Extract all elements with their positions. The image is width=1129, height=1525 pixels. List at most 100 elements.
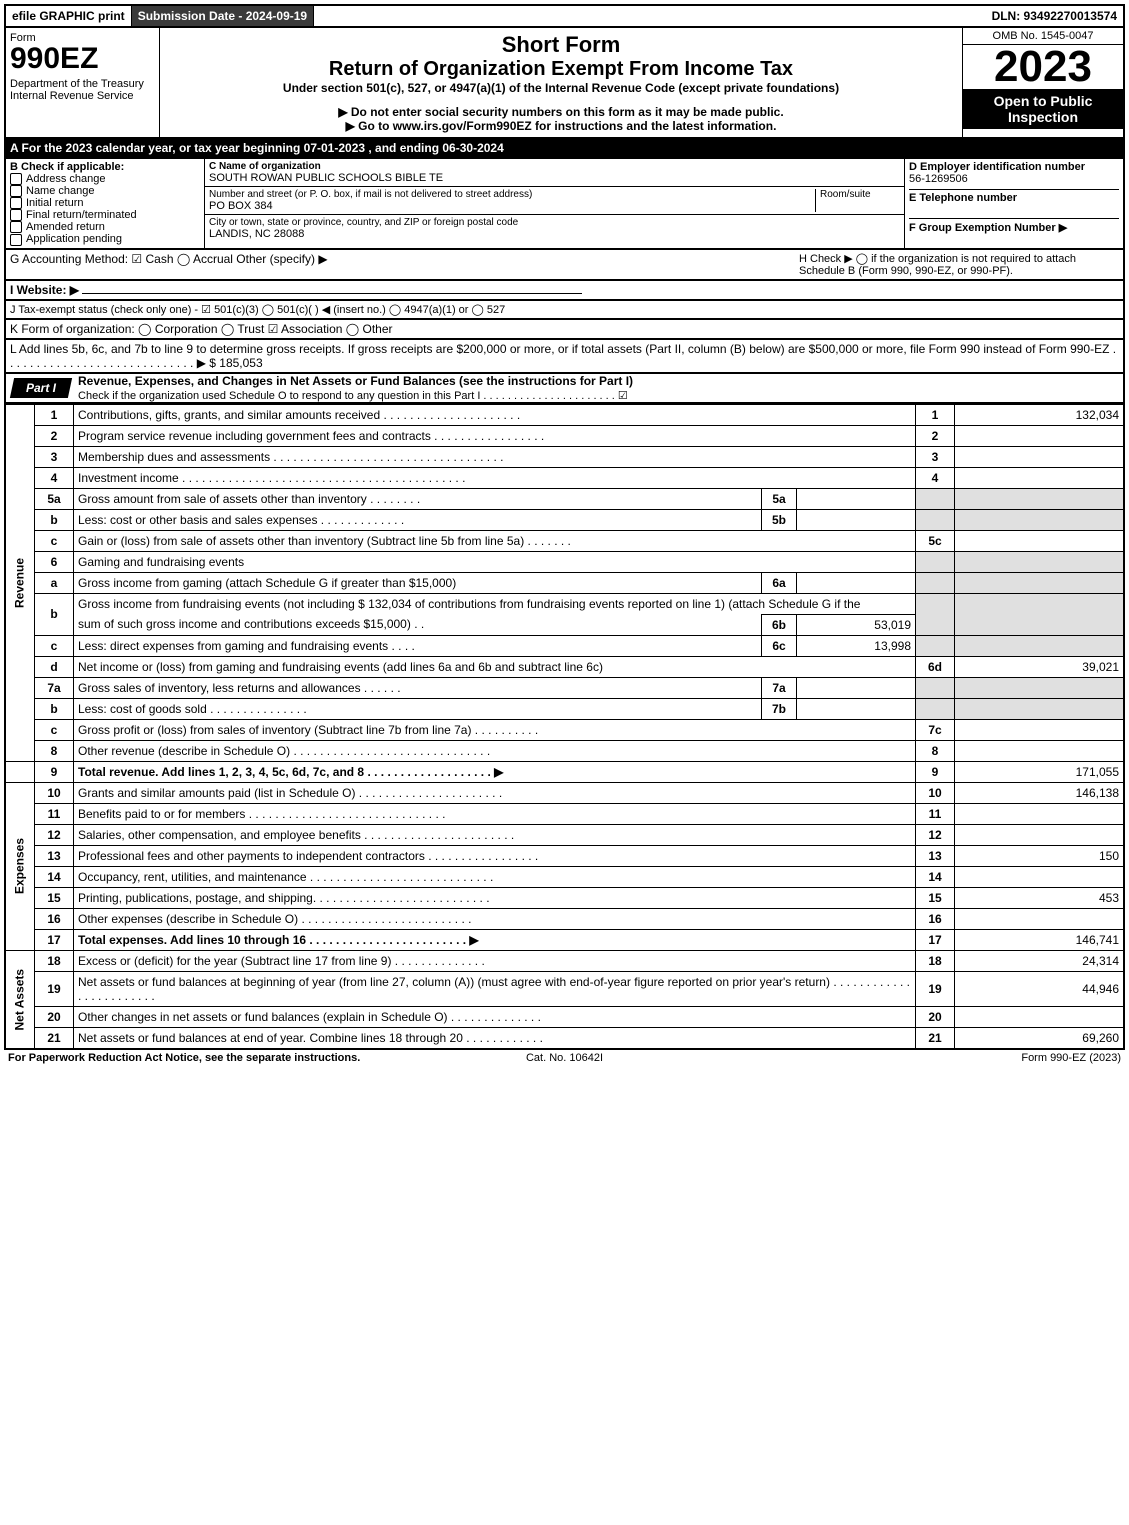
line-h: H Check ▶ ◯ if the organization is not r… <box>799 252 1119 277</box>
row-7b-subamt <box>797 698 916 719</box>
goto-link[interactable]: ▶ Go to www.irs.gov/Form990EZ for instru… <box>164 119 958 133</box>
row-4-amt <box>955 467 1125 488</box>
row-6-num: 6 <box>35 551 74 572</box>
row-6c-subamt: 13,998 <box>797 635 916 656</box>
row-6c-num: c <box>35 635 74 656</box>
row-6-amt-grey <box>955 551 1125 572</box>
netassets-vlabel: Net Assets <box>5 950 35 1049</box>
address-change-label: Address change <box>26 173 106 185</box>
row-6c-ln-grey <box>916 635 955 656</box>
row-7a-ln-grey <box>916 677 955 698</box>
row-6d-num: d <box>35 656 74 677</box>
row-7a: 7a Gross sales of inventory, less return… <box>5 677 1124 698</box>
row-14-num: 14 <box>35 866 74 887</box>
row-14-ln: 14 <box>916 866 955 887</box>
header-center: Short Form Return of Organization Exempt… <box>160 28 962 137</box>
row-5c-amt <box>955 530 1125 551</box>
row-11-num: 11 <box>35 803 74 824</box>
row-7c-amt <box>955 719 1125 740</box>
row-12: 12 Salaries, other compensation, and emp… <box>5 824 1124 845</box>
row-21-ln: 21 <box>916 1027 955 1049</box>
row-2-desc: Program service revenue including govern… <box>74 425 916 446</box>
section-a-tax-year: A For the 2023 calendar year, or tax yea… <box>4 139 1125 159</box>
row-18-desc: Excess or (deficit) for the year (Subtra… <box>74 950 916 971</box>
row-9: 9 Total revenue. Add lines 1, 2, 3, 4, 5… <box>5 761 1124 782</box>
row-11: 11 Benefits paid to or for members . . .… <box>5 803 1124 824</box>
row-5b-amt-grey <box>955 509 1125 530</box>
row-7b-amt-grey <box>955 698 1125 719</box>
checkbox-application-pending[interactable]: Application pending <box>10 233 200 245</box>
row-9-desc: Total revenue. Add lines 1, 2, 3, 4, 5c,… <box>74 761 916 782</box>
row-17-num: 17 <box>35 929 74 950</box>
row-21: 21 Net assets or fund balances at end of… <box>5 1027 1124 1049</box>
row-6a-amt-grey <box>955 572 1125 593</box>
group-exemption-label: F Group Exemption Number ▶ <box>909 218 1119 234</box>
row-15-amt: 453 <box>955 887 1125 908</box>
telephone-label: E Telephone number <box>909 189 1119 204</box>
row-6a-ln-grey <box>916 572 955 593</box>
row-6b-num: b <box>35 593 74 635</box>
line-k: K Form of organization: ◯ Corporation ◯ … <box>4 320 1125 340</box>
row-5c-desc: Gain or (loss) from sale of assets other… <box>74 530 916 551</box>
main-title: Return of Organization Exempt From Incom… <box>164 58 958 81</box>
row-2-ln: 2 <box>916 425 955 446</box>
footer-center: Cat. No. 10642I <box>379 1052 750 1064</box>
row-6d-desc: Net income or (loss) from gaming and fun… <box>74 656 916 677</box>
row-13-ln: 13 <box>916 845 955 866</box>
row-6d-ln: 6d <box>916 656 955 677</box>
row-7a-desc: Gross sales of inventory, less returns a… <box>74 677 762 698</box>
info-block: B Check if applicable: Address change Na… <box>4 159 1125 250</box>
row-6b-desc1: Gross income from fundraising events (no… <box>74 593 916 614</box>
row-17-ln: 17 <box>916 929 955 950</box>
row-3-desc: Membership dues and assessments . . . . … <box>74 446 916 467</box>
row-6b-amt-grey <box>955 593 1125 635</box>
row-19-amt: 44,946 <box>955 971 1125 1006</box>
checkbox-address-change[interactable]: Address change <box>10 173 200 185</box>
row-7b-num: b <box>35 698 74 719</box>
row-5b-num: b <box>35 509 74 530</box>
row-3-amt <box>955 446 1125 467</box>
checkbox-initial-return[interactable]: Initial return <box>10 197 200 209</box>
row-5a-subamt <box>797 488 916 509</box>
row-1: Revenue 1 Contributions, gifts, grants, … <box>5 404 1124 425</box>
row-6d-amt: 39,021 <box>955 656 1125 677</box>
row-19-desc: Net assets or fund balances at beginning… <box>74 971 916 1006</box>
row-17-amt: 146,741 <box>955 929 1125 950</box>
row-14-amt <box>955 866 1125 887</box>
row-7a-sub: 7a <box>762 677 797 698</box>
row-5c-num: c <box>35 530 74 551</box>
row-6b-1: b Gross income from fundraising events (… <box>5 593 1124 614</box>
checkbox-amended-return[interactable]: Amended return <box>10 221 200 233</box>
row-12-num: 12 <box>35 824 74 845</box>
city-row: City or town, state or province, country… <box>205 215 904 242</box>
row-1-num: 1 <box>35 404 74 425</box>
amended-return-label: Amended return <box>26 221 105 233</box>
row-8: 8 Other revenue (describe in Schedule O)… <box>5 740 1124 761</box>
row-4-num: 4 <box>35 467 74 488</box>
checkbox-final-return[interactable]: Final return/terminated <box>10 209 200 221</box>
row-15: 15 Printing, publications, postage, and … <box>5 887 1124 908</box>
row-5b-subamt <box>797 509 916 530</box>
row-11-desc: Benefits paid to or for members . . . . … <box>74 803 916 824</box>
checkbox-name-change[interactable]: Name change <box>10 185 200 197</box>
part-1-tab: Part I <box>10 378 72 398</box>
row-6-desc: Gaming and fundraising events <box>74 551 916 572</box>
form-header: Form 990EZ Department of the Treasury In… <box>4 28 1125 139</box>
row-16: 16 Other expenses (describe in Schedule … <box>5 908 1124 929</box>
row-19-num: 19 <box>35 971 74 1006</box>
dln: DLN: 93492270013574 <box>986 6 1123 26</box>
street-label: Number and street (or P. O. box, if mail… <box>209 189 815 200</box>
ein-label: D Employer identification number <box>909 161 1119 173</box>
row-6c-sub: 6c <box>762 635 797 656</box>
website-label: I Website: ▶ <box>10 283 79 297</box>
line-g: G Accounting Method: ☑ Cash ◯ Accrual Ot… <box>10 252 799 277</box>
expenses-vlabel: Expenses <box>5 782 35 950</box>
submission-date: Submission Date - 2024-09-19 <box>132 6 314 26</box>
row-5a-ln-grey <box>916 488 955 509</box>
row-6a-num: a <box>35 572 74 593</box>
line-i: I Website: ▶ <box>4 281 1125 301</box>
row-7a-amt-grey <box>955 677 1125 698</box>
row-1-desc: Contributions, gifts, grants, and simila… <box>74 404 916 425</box>
row-7c: c Gross profit or (loss) from sales of i… <box>5 719 1124 740</box>
row-4: 4 Investment income . . . . . . . . . . … <box>5 467 1124 488</box>
